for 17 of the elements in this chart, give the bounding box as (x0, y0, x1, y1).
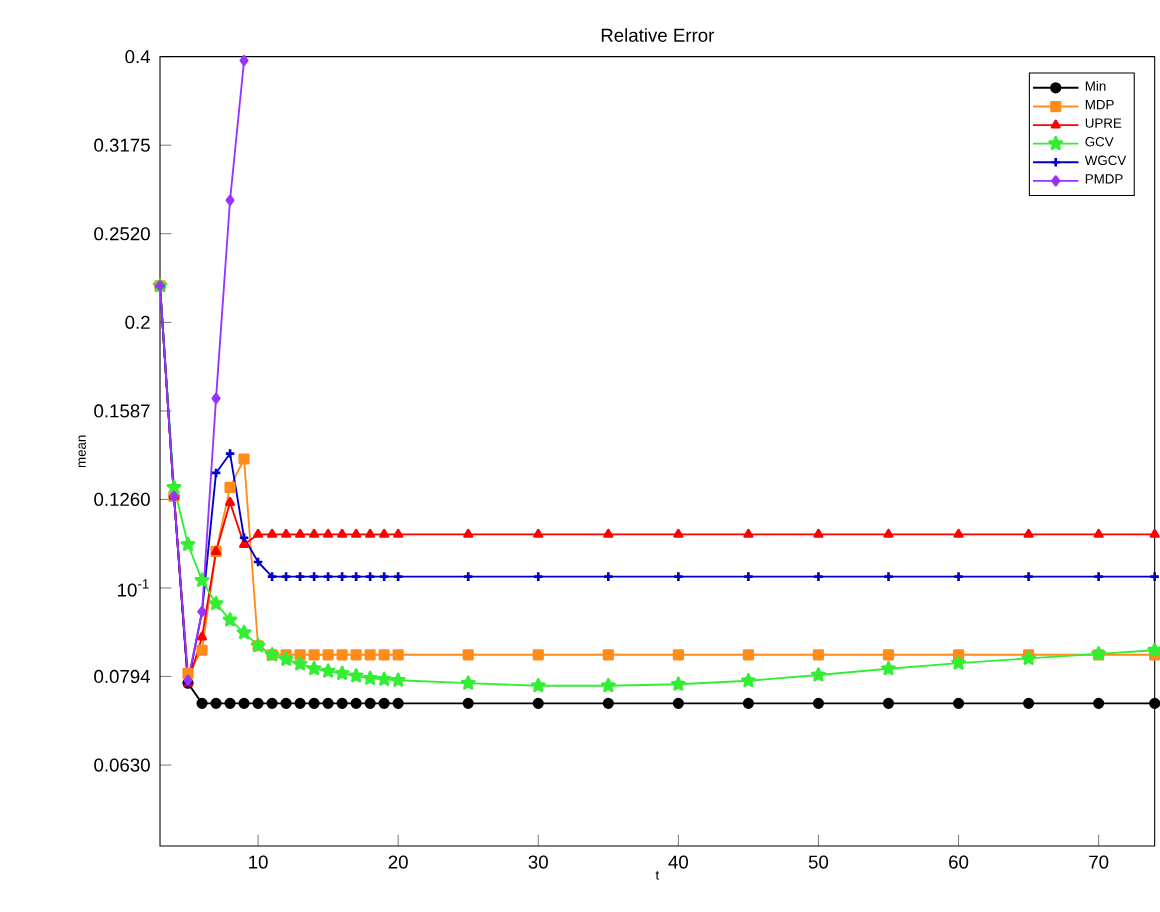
y-tick-label: 10$^{-1}$ (118, 579, 149, 597)
y-tick-label: 0.0630 (94, 758, 150, 772)
y-tick-label: 0.4 (125, 50, 151, 64)
x-tick-label: 50 (808, 855, 829, 869)
y-tick-label: 0.0794 (94, 669, 151, 684)
y-tick-label: 0.2 (125, 315, 150, 329)
chart-title: Relative Error (601, 28, 715, 42)
y-tick-label: 0.1587 (94, 404, 150, 418)
y-tick-label: 0.3175 (94, 138, 150, 152)
x-tick-label: 60 (949, 855, 969, 869)
x-tick-label: 30 (528, 855, 548, 869)
x-tick-label: 70 (1089, 855, 1109, 869)
x-tick-label: 10 (249, 855, 268, 869)
x-tick-label: 40 (668, 855, 689, 869)
y-tick-label: 0.2520 (94, 227, 150, 241)
y-tick-label: 0.1260 (94, 492, 150, 506)
x-tick-label: 20 (388, 855, 408, 869)
